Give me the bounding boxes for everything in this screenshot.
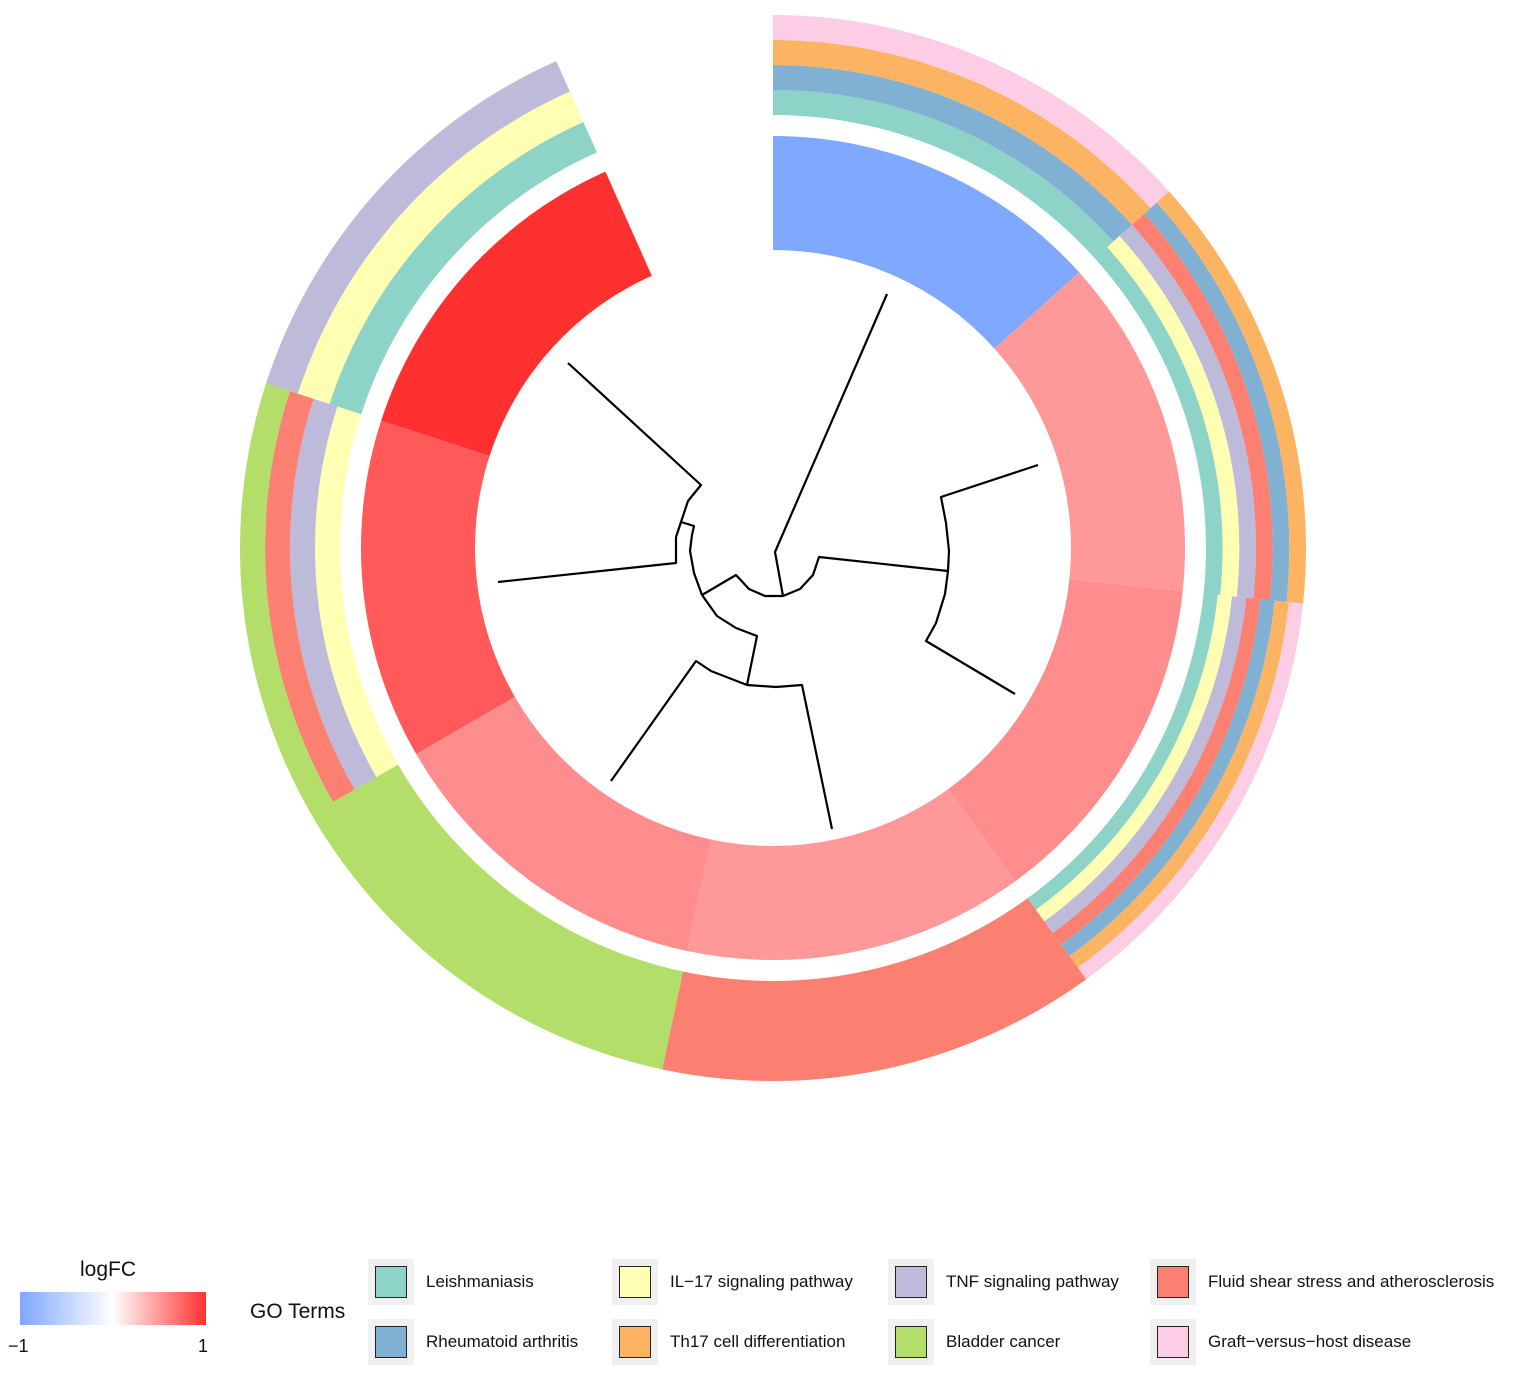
logfc-segment [381,171,652,456]
dendrogram-branch [497,362,703,584]
dendrogram-branch [701,293,889,598]
legend-item: Bladder cancer [888,1319,1060,1365]
legend-label: TNF signaling pathway [946,1272,1119,1291]
term-band [289,398,377,790]
legend-swatch-bg [888,1259,934,1305]
legend-item: Th17 cell differentiation [612,1319,845,1365]
term-band [662,898,1087,1081]
legend-label: Fluid shear stress and atherosclerosis [1208,1272,1495,1291]
dendrogram [497,293,1039,830]
logfc-max-label: 1 [198,1336,209,1356]
term-band [297,91,584,404]
legend-swatch [1157,1266,1189,1298]
legend-swatch [619,1266,651,1298]
logfc-segment [948,579,1183,882]
logfc-legend-title: logFC [80,1258,137,1281]
dendrogram-branch [610,659,834,830]
term-band [314,406,399,777]
logfc-segment [773,136,1080,349]
term-band [773,90,1114,259]
logfc-min-label: −1 [8,1336,29,1356]
legend-label: Bladder cancer [946,1332,1061,1351]
term-band [1119,224,1256,599]
logfc-segment [994,272,1186,592]
logfc-segment [361,420,515,754]
dendrogram-branch [701,594,759,686]
dendrogram-branch [782,555,949,598]
legend-item: Graft−versus−host disease [1150,1319,1411,1365]
term-band [773,15,1170,209]
legend-item: Fluid shear stress and atherosclerosis [1150,1259,1494,1305]
term-band [311,764,683,1070]
dendrogram-branch [924,463,1039,695]
legend-swatch [375,1266,407,1298]
term-band [240,383,334,815]
term-band [1094,247,1223,596]
legend-swatch [619,1326,651,1358]
legend-swatch-bg [1150,1259,1196,1305]
legend-swatch-bg [1150,1319,1196,1365]
legend-label: Rheumatoid arthritis [426,1332,579,1351]
legend-swatch [895,1326,927,1358]
legend-label: IL−17 signaling pathway [670,1272,853,1291]
legend-item: IL−17 signaling pathway [612,1259,853,1305]
legend-swatch-bg [612,1319,658,1365]
logfc-segment [416,697,712,951]
legend-label: Th17 cell differentiation [670,1332,846,1351]
legend-swatch [1157,1326,1189,1358]
logfc-segment [687,789,1016,960]
legend-item: Rheumatoid arthritis [368,1319,578,1365]
legend-swatch-bg [368,1259,414,1305]
legend-swatch-bg [368,1319,414,1365]
term-band [1144,202,1290,602]
go-terms-legend-title: GO Terms [250,1300,346,1323]
term-band [265,391,355,802]
term-band [329,121,597,415]
legend-swatch [375,1326,407,1358]
term-band [1131,213,1273,601]
logfc-colorbar [20,1292,206,1325]
legend-label: Graft−versus−host disease [1208,1332,1412,1351]
legend-item: Leishmaniasis [368,1259,534,1305]
legend-label: Leishmaniasis [426,1272,534,1291]
legend-swatch-bg [888,1319,934,1365]
dendrogram-branch [680,520,704,596]
legend-swatch [895,1266,927,1298]
legend-swatch-bg [612,1259,658,1305]
rings [240,15,1306,1081]
term-band [773,40,1151,225]
term-band [266,61,570,394]
term-band [1107,235,1240,597]
legend-item: TNF signaling pathway [888,1259,1119,1305]
term-band [1156,191,1306,604]
term-band [773,65,1132,242]
